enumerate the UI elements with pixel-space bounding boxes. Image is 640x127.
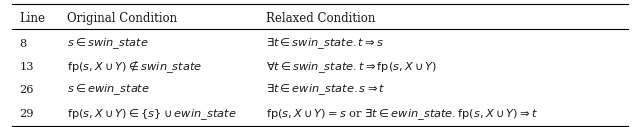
Text: $\mathrm{fp}(s, X \cup Y) \notin \mathit{swin\_state}$: $\mathrm{fp}(s, X \cup Y) \notin \mathit… [67, 58, 202, 75]
Text: $\exists t \in \mathit{ewin\_state}.s \Rightarrow t$: $\exists t \in \mathit{ewin\_state}.s \R… [266, 82, 385, 97]
Text: Relaxed Condition: Relaxed Condition [266, 12, 375, 25]
Text: Original Condition: Original Condition [67, 12, 177, 25]
Text: 8: 8 [19, 39, 26, 49]
Text: 29: 29 [19, 109, 34, 119]
Text: $s \in \mathit{swin\_state}$: $s \in \mathit{swin\_state}$ [67, 36, 149, 51]
Text: 26: 26 [19, 85, 34, 94]
Text: Line: Line [19, 12, 45, 25]
Text: $\exists t \in \mathit{swin\_state}.t \Rightarrow s$: $\exists t \in \mathit{swin\_state}.t \R… [266, 36, 383, 51]
Text: $\mathrm{fp}(s, X \cup Y) \in \{s\} \cup \mathit{ewin\_state}$: $\mathrm{fp}(s, X \cup Y) \in \{s\} \cup… [67, 107, 237, 122]
Text: $\forall t \in \mathit{swin\_state}.t \Rightarrow \mathrm{fp}(s, X \cup Y)$: $\forall t \in \mathit{swin\_state}.t \R… [266, 59, 437, 75]
Text: $s \in \mathit{ewin\_state}$: $s \in \mathit{ewin\_state}$ [67, 82, 150, 97]
Text: 13: 13 [19, 62, 34, 72]
Text: $\mathrm{fp}(s, X \cup Y) = s$ or $\exists t \in \mathit{ewin\_state}.\mathrm{fp: $\mathrm{fp}(s, X \cup Y) = s$ or $\exis… [266, 107, 538, 122]
